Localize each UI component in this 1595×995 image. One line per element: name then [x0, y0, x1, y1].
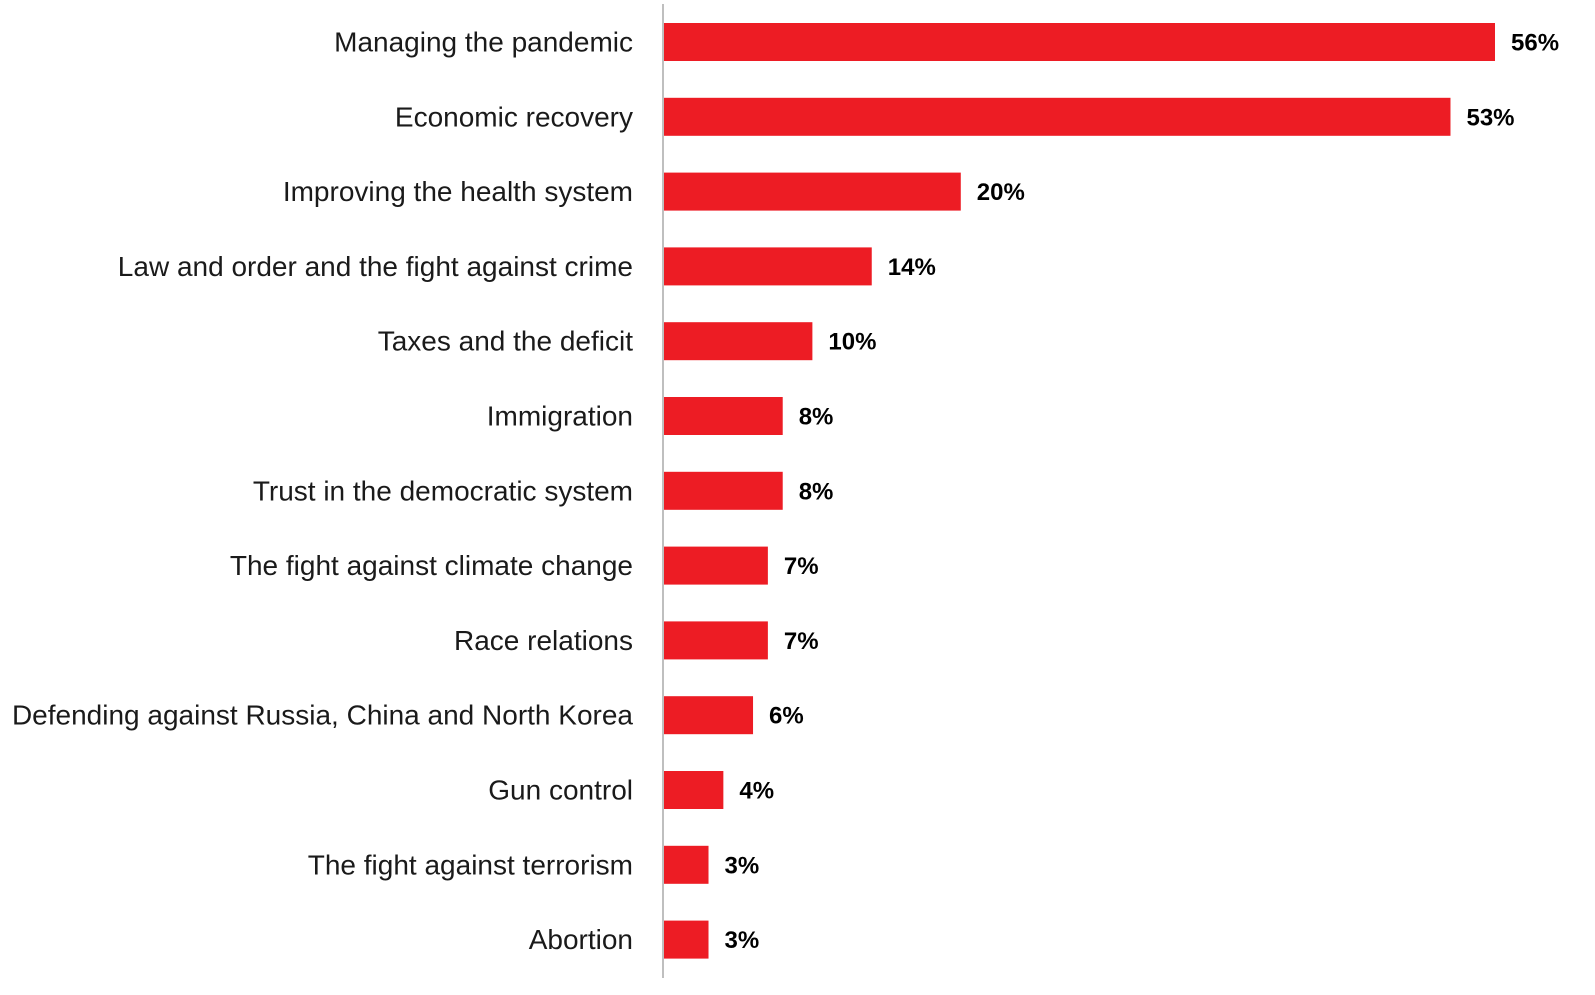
bar [664, 845, 709, 884]
bar [664, 23, 1495, 61]
category-label: The fight against terrorism [308, 849, 633, 880]
category-label: Trust in the democratic system [253, 475, 633, 506]
value-label: 6% [769, 703, 804, 730]
bar [664, 471, 783, 510]
value-label: 8% [799, 404, 834, 431]
bar [664, 172, 961, 211]
bar [664, 247, 872, 286]
category-label: Race relations [454, 625, 633, 656]
bar [664, 322, 813, 361]
category-label: Economic recovery [395, 101, 633, 132]
category-label: Abortion [529, 924, 633, 955]
value-label: 4% [739, 778, 774, 805]
bar [664, 771, 724, 809]
value-label: 8% [799, 478, 834, 505]
value-label: 56% [1511, 30, 1559, 57]
bar [664, 97, 1451, 136]
value-label: 53% [1466, 104, 1514, 131]
category-label: Defending against Russia, China and Nort… [12, 700, 633, 731]
category-label: Managing the pandemic [334, 27, 633, 58]
bar [664, 696, 754, 735]
value-label: 14% [888, 254, 936, 281]
bar [664, 621, 768, 660]
category-labels: Managing the pandemic Economic recovery Im… [12, 27, 633, 956]
category-label: Taxes and the deficit [378, 326, 633, 357]
category-label: Improving the health system [283, 176, 633, 207]
value-label: 3% [725, 852, 760, 879]
value-label: 20% [977, 179, 1025, 206]
category-label: Law and order and the fight against crim… [118, 251, 633, 282]
value-label: 7% [784, 553, 819, 580]
bar [664, 397, 783, 435]
category-label: The fight against climate change [230, 550, 633, 581]
category-label: Immigration [487, 401, 633, 432]
bars [664, 23, 1495, 959]
value-label: 10% [828, 329, 876, 356]
bar [664, 920, 709, 959]
value-label: 7% [784, 628, 819, 655]
bar [664, 546, 768, 585]
value-labels: 56% 53% 20% 14% 10% 8% 8% 7% 7% 6% 4% 3% 3% [725, 30, 1560, 955]
value-label: 3% [725, 927, 760, 954]
category-label: Gun control [488, 775, 633, 806]
